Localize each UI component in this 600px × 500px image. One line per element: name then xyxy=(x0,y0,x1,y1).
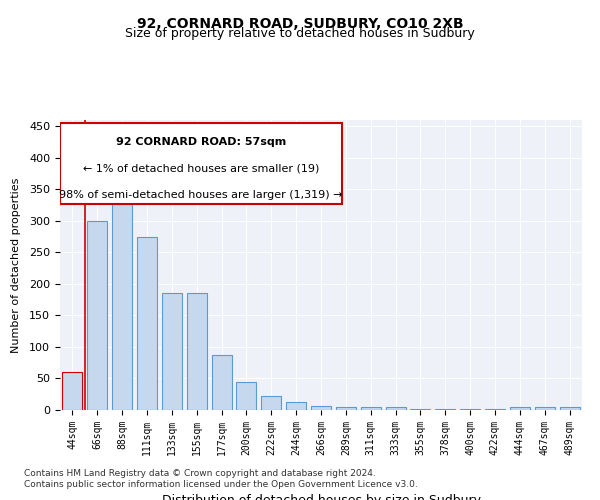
Bar xyxy=(361,408,380,410)
Text: 92, CORNARD ROAD, SUDBURY, CO10 2XB: 92, CORNARD ROAD, SUDBURY, CO10 2XB xyxy=(137,18,463,32)
Text: Size of property relative to detached houses in Sudbury: Size of property relative to detached ho… xyxy=(125,28,475,40)
Bar xyxy=(212,354,232,410)
Bar xyxy=(410,408,430,410)
Text: Contains public sector information licensed under the Open Government Licence v3: Contains public sector information licen… xyxy=(24,480,418,489)
Bar xyxy=(88,221,107,410)
Text: ← 1% of detached houses are smaller (19): ← 1% of detached houses are smaller (19) xyxy=(83,164,319,173)
Bar xyxy=(236,382,256,410)
Bar xyxy=(62,372,82,410)
Bar xyxy=(311,406,331,410)
Text: 98% of semi-detached houses are larger (1,319) →: 98% of semi-detached houses are larger (… xyxy=(59,190,343,200)
Bar xyxy=(560,408,580,410)
Bar xyxy=(386,408,406,410)
Bar xyxy=(336,407,356,410)
Bar xyxy=(436,408,455,410)
Bar xyxy=(162,294,182,410)
Bar xyxy=(137,236,157,410)
Bar xyxy=(535,407,554,410)
X-axis label: Distribution of detached houses by size in Sudbury: Distribution of detached houses by size … xyxy=(161,494,481,500)
Bar xyxy=(510,408,530,410)
Bar xyxy=(187,294,206,410)
Bar xyxy=(112,196,132,410)
FancyBboxPatch shape xyxy=(60,123,342,204)
Text: Contains HM Land Registry data © Crown copyright and database right 2024.: Contains HM Land Registry data © Crown c… xyxy=(24,468,376,477)
Bar xyxy=(286,402,306,410)
Y-axis label: Number of detached properties: Number of detached properties xyxy=(11,178,21,352)
Text: 92 CORNARD ROAD: 57sqm: 92 CORNARD ROAD: 57sqm xyxy=(116,138,286,147)
Bar xyxy=(460,408,480,410)
Bar xyxy=(262,396,281,410)
